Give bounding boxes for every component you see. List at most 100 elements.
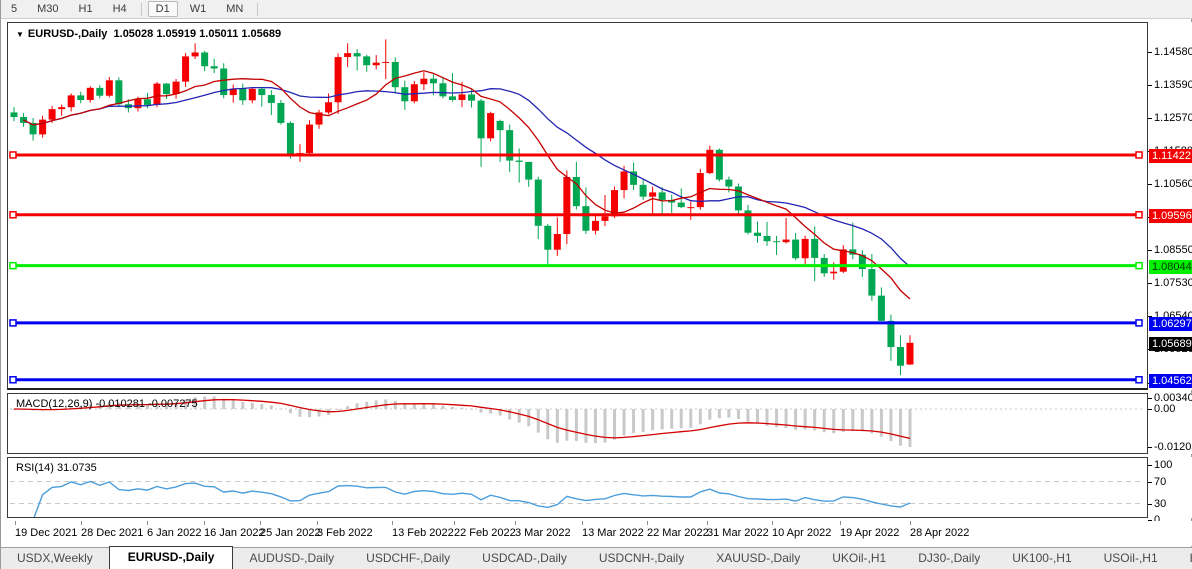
macd-axis-tick <box>1148 409 1152 410</box>
rsi-plot[interactable] <box>8 458 1147 517</box>
rsi-axis-tick <box>1148 481 1152 483</box>
date-axis-tick <box>454 521 455 525</box>
date-axis-label: 22 Mar 2022 <box>647 527 709 539</box>
price-axis[interactable]: 1.145801.135901.125701.115801.105601.095… <box>1148 22 1192 390</box>
price-axis-tick-label: 1.14580 <box>1154 46 1192 59</box>
timeframe-button-mn[interactable]: MN <box>226 3 244 15</box>
timeframe-button-m30[interactable]: M30 <box>37 3 59 15</box>
date-axis-tick <box>147 521 148 525</box>
price-axis-tick <box>1148 315 1152 317</box>
date-axis-label: 19 Dec 2021 <box>15 527 78 539</box>
price-level-badge: 1.09596 <box>1149 208 1192 223</box>
price-level-badge: 1.11422 <box>1149 148 1192 163</box>
chart-tab-usdcad-daily[interactable]: USDCAD-,Daily <box>482 551 567 565</box>
chart-tab-usoil-h1[interactable]: USOil-,H1 <box>1103 551 1158 565</box>
price-axis-tick <box>1148 84 1152 86</box>
date-axis-tick <box>15 521 16 525</box>
chart-tab-eurusd-daily[interactable]: EURUSD-,Daily <box>108 546 234 569</box>
date-axis-tick <box>910 521 911 525</box>
date-axis-label: 16 Jan 2022 <box>204 527 265 539</box>
chart-tab-bar: USDX,Weekly EURUSD-,Daily AUDUSD-,Daily USD… <box>1 546 1192 569</box>
price-axis-tick <box>1148 250 1152 252</box>
macd-plot[interactable] <box>8 394 1147 453</box>
rsi-axis-tick <box>1148 503 1152 505</box>
symbol-dropdown-icon[interactable]: ▼ <box>16 30 24 39</box>
price-axis-tick-label: 1.12570 <box>1154 112 1192 125</box>
price-level-badge: 1.04562 <box>1149 373 1192 388</box>
chart-tab-usdcnh-daily[interactable]: USDCNH-,Daily <box>598 551 685 565</box>
chart-tab-usdchf-daily[interactable]: USDCHF-,Daily <box>366 551 451 565</box>
current-price-badge: 1.05689 <box>1149 336 1192 351</box>
toolbar-separator <box>257 2 259 16</box>
price-axis-tick-label: 1.10560 <box>1154 178 1192 191</box>
macd-axis-tick-label: 0.00 <box>1154 403 1176 415</box>
price-axis-tick <box>1148 184 1152 186</box>
chart-tab-ukoil-h1[interactable]: UKOil-,H1 <box>832 551 887 565</box>
macd-label: MACD(12,26,9) -0.010281 -0.007275 <box>16 398 198 410</box>
timeframe-button-w1[interactable]: W1 <box>189 3 207 15</box>
date-axis-label: 28 Dec 2021 <box>81 527 144 539</box>
price-axis-tick <box>1148 118 1152 120</box>
chart-tab-audusd-daily[interactable]: AUDUSD-,Daily <box>249 551 335 565</box>
rsi-axis[interactable]: 100 70 30 0 <box>1148 457 1192 526</box>
date-axis-label: 6 Jan 2022 <box>147 527 202 539</box>
date-axis-label: 10 Apr 2022 <box>772 527 832 539</box>
date-axis-label: 13 Mar 2022 <box>582 527 644 539</box>
date-axis-tick <box>707 521 708 525</box>
timeframe-button-h4[interactable]: H4 <box>112 3 127 15</box>
date-axis-tick <box>647 521 648 525</box>
rsi-axis-tick-label: 70 <box>1154 475 1167 488</box>
date-axis-tick <box>840 521 841 525</box>
price-axis-tick <box>1148 52 1152 54</box>
price-axis-tick <box>1148 283 1152 285</box>
timeframe-button-5[interactable]: 5 <box>11 3 18 15</box>
rsi-panel[interactable]: RSI(14) 31.0735 <box>7 457 1148 518</box>
main-chart-panel[interactable]: ▼ EURUSD-,Daily 1.05028 1.05919 1.05011 1… <box>7 22 1148 390</box>
date-axis-label: 25 Jan 2022 <box>260 527 321 539</box>
chart-symbol-label: EURUSD-,Daily <box>27 28 108 40</box>
chart-tab-dj30-daily[interactable]: DJ30-,Daily <box>918 551 981 565</box>
chart-tab-uk100-h1[interactable]: UK100-,H1 <box>1012 551 1072 565</box>
date-axis-tick <box>204 521 205 525</box>
date-axis-tick <box>81 521 82 525</box>
timeframe-button-h1[interactable]: H1 <box>78 3 93 15</box>
date-axis-tick <box>772 521 773 525</box>
chart-tab-xauusd-daily[interactable]: XAUUSD-,Daily <box>716 551 801 565</box>
rsi-axis-tick-label: 100 <box>1154 459 1173 471</box>
date-axis-label: 31 Mar 2022 <box>707 527 769 539</box>
price-level-badge: 1.06297 <box>1149 316 1192 331</box>
rsi-axis-tick-label: 0 <box>1154 514 1161 526</box>
date-axis-tick <box>317 521 318 525</box>
price-axis-tick-label: 1.07530 <box>1154 277 1192 290</box>
date-axis-tick <box>515 521 516 525</box>
date-axis-tick <box>260 521 261 525</box>
macd-axis-tick <box>1148 446 1152 448</box>
date-axis-label: 22 Feb 2022 <box>454 527 516 539</box>
macd-axis-tick-label: -0.012058 <box>1154 440 1192 453</box>
price-axis-tick-label: 1.08550 <box>1154 244 1192 257</box>
price-axis-tick-label: 1.13590 <box>1154 78 1192 91</box>
macd-axis-tick-label: 0.003408 <box>1154 392 1192 405</box>
price-level-badge: 1.08044 <box>1149 259 1192 274</box>
chart-ohlc-values: 1.05028 1.05919 1.05011 1.05689 <box>113 28 282 40</box>
chart-title: ▼ EURUSD-,Daily 1.05028 1.05919 1.05011 1… <box>16 28 281 40</box>
timeframe-button-d1[interactable]: D1 <box>147 1 178 17</box>
macd-axis-tick <box>1148 398 1152 400</box>
date-axis-label: 13 Feb 2022 <box>392 527 454 539</box>
rsi-axis-tick <box>1148 465 1152 466</box>
date-axis-tick <box>392 521 393 525</box>
date-axis-label: 28 Apr 2022 <box>910 527 970 539</box>
macd-panel[interactable]: MACD(12,26,9) -0.010281 -0.007275 <box>7 393 1148 454</box>
rsi-label: RSI(14) 31.0735 <box>16 462 97 474</box>
toolbar-separator <box>140 2 142 16</box>
chart-tab-usdx-weekly[interactable]: USDX,Weekly <box>17 551 93 565</box>
date-axis-label: 3 Feb 2022 <box>317 527 373 539</box>
macd-axis[interactable]: 0.0034080.00 -0.012058 <box>1148 392 1192 454</box>
rsi-axis-tick <box>1148 520 1152 521</box>
chart-tab-hk50-h1[interactable]: HK50-,H1 <box>1174 548 1192 569</box>
timeframe-toolbar: 5 M30 H1 H4 D1 W1 MN <box>1 0 1192 19</box>
candlestick-plot[interactable] <box>8 23 1147 387</box>
rsi-axis-tick-label: 30 <box>1154 497 1167 510</box>
date-axis[interactable]: 19 Dec 2021 28 Dec 2021 6 Jan 2022 16 Jan 2… <box>7 521 1192 546</box>
